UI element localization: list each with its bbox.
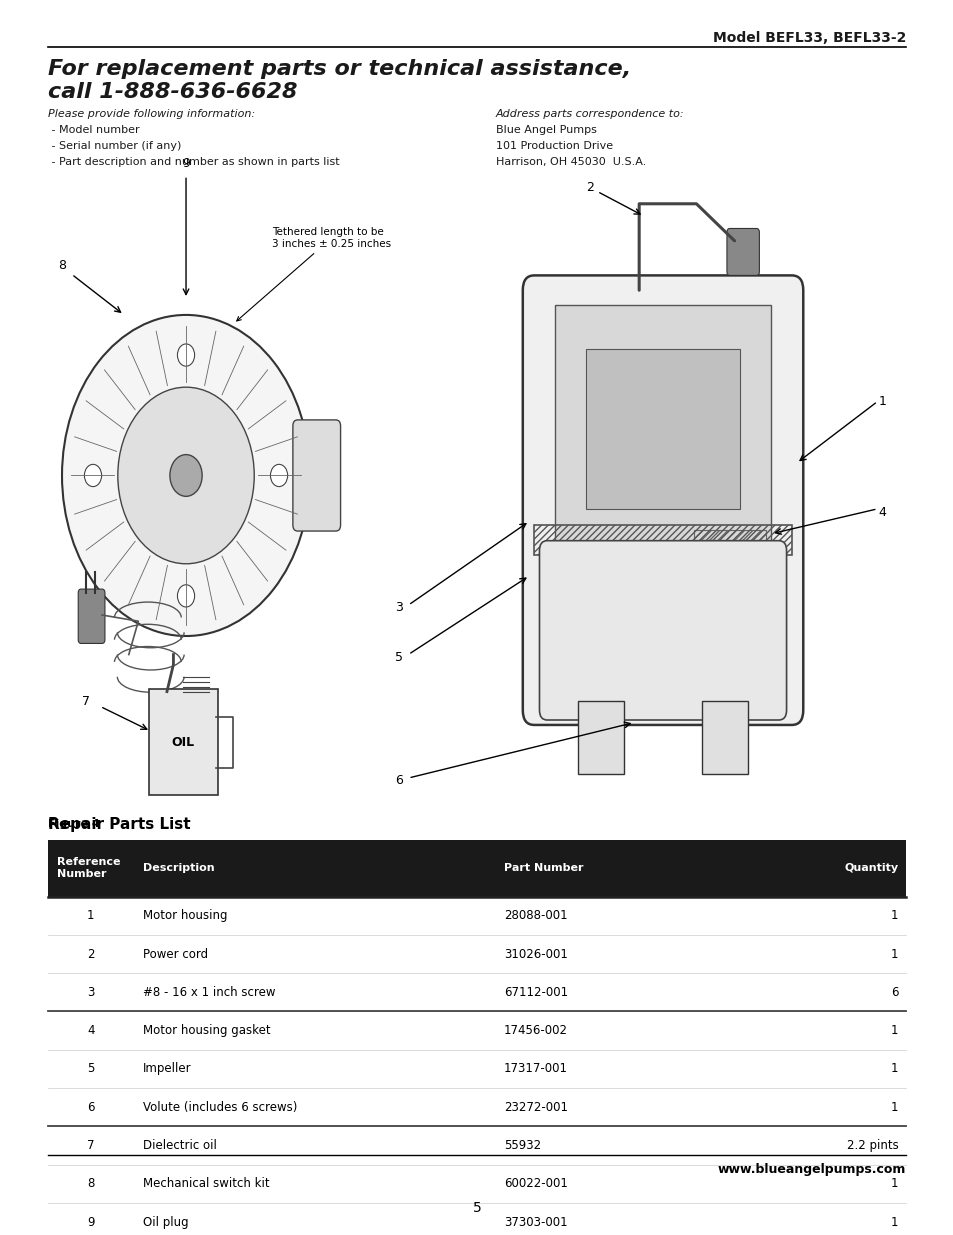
- Text: Repair Parts List: Repair Parts List: [48, 818, 191, 832]
- Text: 8: 8: [58, 259, 66, 272]
- Bar: [48, 935, 905, 973]
- Text: Blue Angel Pumps: Blue Angel Pumps: [496, 125, 597, 135]
- Text: 2: 2: [585, 182, 593, 194]
- Text: 60022-001: 60022-001: [503, 1177, 567, 1191]
- Text: 3: 3: [395, 601, 402, 614]
- Text: 1: 1: [890, 1215, 898, 1229]
- Circle shape: [271, 464, 288, 487]
- Text: 8: 8: [87, 1177, 94, 1191]
- Text: 7: 7: [87, 1139, 94, 1152]
- Text: - Serial number (if any): - Serial number (if any): [48, 141, 181, 151]
- Circle shape: [177, 343, 194, 366]
- Text: 28088-001: 28088-001: [503, 909, 567, 923]
- FancyBboxPatch shape: [78, 589, 105, 643]
- Text: Motor housing gasket: Motor housing gasket: [143, 1024, 271, 1037]
- Text: call 1-888-636-6628: call 1-888-636-6628: [48, 82, 297, 101]
- Bar: [585, 350, 740, 509]
- FancyBboxPatch shape: [578, 701, 623, 774]
- Text: 1: 1: [890, 909, 898, 923]
- Text: For replacement parts or technical assistance,: For replacement parts or technical assis…: [48, 59, 630, 79]
- Text: Tethered length to be
3 inches ± 0.25 inches: Tethered length to be 3 inches ± 0.25 in…: [236, 227, 391, 321]
- Bar: [48, 1203, 905, 1235]
- Text: 37303-001: 37303-001: [503, 1215, 567, 1229]
- Text: Model BEFL33, BEFL33-2: Model BEFL33, BEFL33-2: [712, 31, 905, 44]
- Text: Part Number: Part Number: [503, 863, 582, 873]
- Text: 17317-001: 17317-001: [503, 1062, 567, 1076]
- Text: 4: 4: [87, 1024, 94, 1037]
- Text: 17456-002: 17456-002: [503, 1024, 567, 1037]
- Text: Figure 4: Figure 4: [48, 819, 99, 829]
- FancyBboxPatch shape: [522, 275, 802, 725]
- FancyBboxPatch shape: [555, 305, 770, 548]
- Text: 5: 5: [395, 651, 402, 663]
- Text: - Part description and number as shown in parts list: - Part description and number as shown i…: [48, 157, 339, 167]
- Circle shape: [170, 454, 202, 496]
- Circle shape: [117, 388, 253, 563]
- Bar: [48, 1088, 905, 1126]
- Text: Please provide following information:: Please provide following information:: [48, 109, 254, 119]
- FancyBboxPatch shape: [149, 689, 217, 795]
- Text: 3: 3: [87, 986, 94, 999]
- Text: Motor housing: Motor housing: [143, 909, 228, 923]
- Text: 23272-001: 23272-001: [503, 1100, 567, 1114]
- Bar: [48, 840, 905, 897]
- Bar: [48, 1165, 905, 1203]
- Text: 7: 7: [82, 695, 90, 708]
- Text: 5: 5: [472, 1200, 481, 1215]
- Circle shape: [177, 585, 194, 608]
- Text: 1: 1: [87, 909, 94, 923]
- Text: 5: 5: [87, 1062, 94, 1076]
- Text: 1: 1: [890, 1024, 898, 1037]
- Text: 67112-001: 67112-001: [503, 986, 567, 999]
- Bar: [48, 973, 905, 1011]
- Text: 2: 2: [87, 947, 94, 961]
- Text: 1: 1: [890, 947, 898, 961]
- Text: 31026-001: 31026-001: [503, 947, 567, 961]
- Text: Harrison, OH 45030  U.S.A.: Harrison, OH 45030 U.S.A.: [496, 157, 645, 167]
- Bar: [693, 530, 765, 593]
- Text: Quantity: Quantity: [843, 863, 898, 873]
- Text: Oil plug: Oil plug: [143, 1215, 189, 1229]
- FancyBboxPatch shape: [726, 228, 759, 275]
- FancyBboxPatch shape: [701, 701, 747, 774]
- Text: 6: 6: [890, 986, 898, 999]
- Text: OIL: OIL: [172, 736, 194, 748]
- FancyBboxPatch shape: [538, 541, 785, 720]
- Text: Reference
Number: Reference Number: [57, 857, 121, 879]
- Text: 1: 1: [890, 1177, 898, 1191]
- Text: 6: 6: [395, 774, 402, 787]
- Bar: [48, 1126, 905, 1165]
- Text: - Model number: - Model number: [48, 125, 139, 135]
- Text: 1: 1: [890, 1062, 898, 1076]
- Circle shape: [85, 464, 102, 487]
- Text: 9: 9: [182, 157, 190, 169]
- Text: 9: 9: [87, 1215, 94, 1229]
- FancyBboxPatch shape: [293, 420, 340, 531]
- Text: www.blueangelpumps.com: www.blueangelpumps.com: [718, 1163, 905, 1177]
- Text: #8 - 16 x 1 inch screw: #8 - 16 x 1 inch screw: [143, 986, 275, 999]
- Text: 101 Production Drive: 101 Production Drive: [496, 141, 613, 151]
- Text: 4: 4: [878, 506, 885, 519]
- Text: Impeller: Impeller: [143, 1062, 192, 1076]
- Bar: [48, 1011, 905, 1050]
- Text: 6: 6: [87, 1100, 94, 1114]
- Text: Address parts correspondence to:: Address parts correspondence to:: [496, 109, 684, 119]
- Text: 1: 1: [890, 1100, 898, 1114]
- Text: Dielectric oil: Dielectric oil: [143, 1139, 216, 1152]
- Circle shape: [62, 315, 310, 636]
- Text: Mechanical switch kit: Mechanical switch kit: [143, 1177, 270, 1191]
- Text: Volute (includes 6 screws): Volute (includes 6 screws): [143, 1100, 297, 1114]
- Bar: [48, 897, 905, 935]
- Text: Power cord: Power cord: [143, 947, 208, 961]
- Bar: [534, 525, 791, 555]
- Text: 1: 1: [878, 395, 885, 408]
- Text: Description: Description: [143, 863, 214, 873]
- Bar: [48, 1050, 905, 1088]
- Text: 55932: 55932: [503, 1139, 540, 1152]
- Text: 2.2 pints: 2.2 pints: [846, 1139, 898, 1152]
